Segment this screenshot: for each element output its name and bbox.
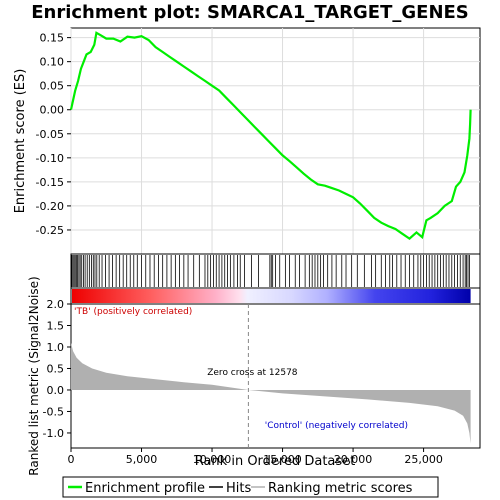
positive-correlation-label: 'TB' (positively correlated) xyxy=(74,307,192,317)
x-tick-label: 5,000 xyxy=(126,453,158,466)
metric-y-tick-label: -1.0 xyxy=(43,427,64,440)
legend-box xyxy=(62,476,439,498)
chart-title: Enrichment plot: SMARCA1_TARGET_GENES xyxy=(31,2,469,23)
metric-y-tick-label: 2.0 xyxy=(47,298,65,311)
x-tick-label: 10,000 xyxy=(193,453,232,466)
es-y-tick-label: -0.05 xyxy=(36,128,64,141)
es-y-tick-label: -0.25 xyxy=(36,224,64,237)
ranking-metric-area xyxy=(71,342,471,444)
metric-y-axis-title: Ranked list metric (Signal2Noise) xyxy=(27,276,41,475)
es-y-axis: -0.25 -0.20 -0.15 -0.10 -0.05 0.00 0.05 0.10 0.1… xyxy=(36,32,71,237)
metric-y-tick-label: -0.5 xyxy=(43,405,64,418)
es-y-tick-label: -0.15 xyxy=(36,176,64,189)
x-tick-label: 15,000 xyxy=(263,453,302,466)
es-panel-frame xyxy=(70,27,481,255)
hits-marks xyxy=(71,255,470,287)
legend-enrichment-label: Enrichment profile xyxy=(85,481,205,496)
ranking-heatmap-bar xyxy=(72,289,471,303)
es-y-tick-label: 0.10 xyxy=(40,56,65,69)
es-y-tick-label: 0.00 xyxy=(40,104,65,117)
legend-hits-label: Hits xyxy=(226,481,251,496)
x-axis: 0 5,000 10,000 15,000 20,000 25,000 xyxy=(68,448,443,466)
x-tick-label: 25,000 xyxy=(404,453,443,466)
enrichment-profile-line xyxy=(69,31,472,240)
metric-y-tick-label: 0.5 xyxy=(47,362,65,375)
es-y-tick-label: -0.20 xyxy=(36,200,64,213)
x-tick-label: 0 xyxy=(68,453,75,466)
es-y-tick-label: 0.15 xyxy=(40,32,65,45)
legend-metric-label: Ranking metric scores xyxy=(268,481,413,496)
metric-y-tick-label: 1.0 xyxy=(47,341,65,354)
es-y-tick-label: 0.05 xyxy=(40,80,65,93)
metric-y-tick-label: 1.5 xyxy=(47,319,65,332)
es-y-axis-title: Enrichment score (ES) xyxy=(13,69,28,214)
zero-cross-label: Zero cross at 12578 xyxy=(207,368,298,378)
metric-panel-frame xyxy=(70,303,481,449)
x-tick-label: 20,000 xyxy=(334,453,373,466)
metric-y-tick-label: 0.0 xyxy=(47,384,65,397)
x-axis-title: Rank in Ordered Dataset xyxy=(195,454,356,469)
es-y-tick-label: -0.10 xyxy=(36,152,64,165)
metric-y-axis: -1.0 -0.5 0.0 0.5 1.0 1.5 2.0 xyxy=(43,298,71,440)
negative-correlation-label: 'Control' (negatively correlated) xyxy=(265,421,408,431)
